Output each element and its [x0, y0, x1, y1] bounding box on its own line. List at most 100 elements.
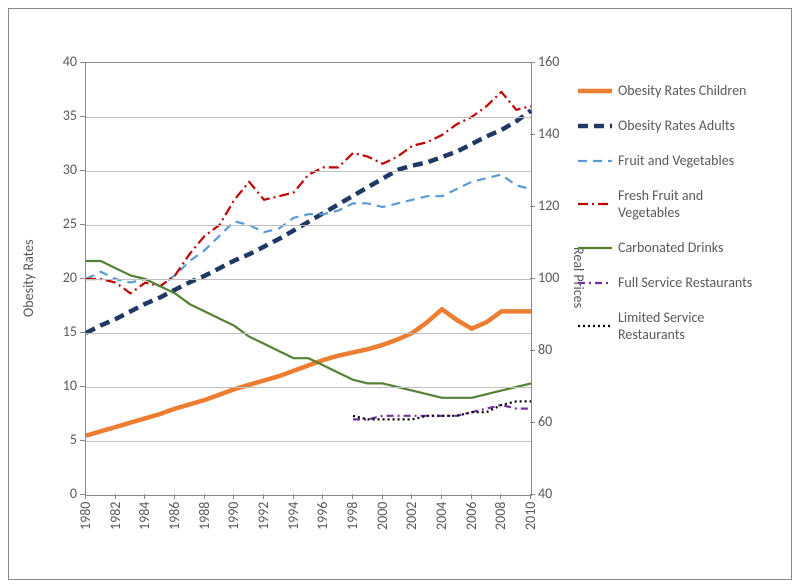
x-tick	[352, 494, 353, 499]
plot-area	[85, 62, 532, 496]
x-tick-label: 1986	[166, 502, 183, 542]
y-left-tick	[80, 116, 85, 117]
y-left-tick-label: 25	[47, 215, 77, 232]
y-left-tick	[80, 440, 85, 441]
x-tick	[471, 494, 472, 499]
gridline	[86, 279, 531, 280]
legend-label: Fruit and Vegetables	[618, 152, 734, 169]
legend-label: Limited Service Restaurants	[618, 309, 768, 343]
x-tick-label: 2000	[374, 502, 391, 542]
y-left-tick	[80, 170, 85, 171]
chart-frame: Obesity Rates Real Prices Obesity Rates …	[0, 0, 800, 588]
legend-item: Fruit and Vegetables	[578, 152, 768, 169]
legend-item: Obesity Rates Children	[578, 82, 768, 99]
y-left-tick-label: 10	[47, 377, 77, 394]
legend-label: Full Service Restaurants	[618, 274, 752, 291]
x-tick-label: 2002	[403, 502, 420, 542]
x-tick-label: 1982	[107, 502, 124, 542]
y-left-tick-label: 30	[47, 161, 77, 178]
gridline	[86, 441, 531, 442]
x-tick	[174, 494, 175, 499]
x-tick	[115, 494, 116, 499]
legend-label: Carbonated Drinks	[618, 239, 724, 256]
legend-swatch	[578, 196, 612, 212]
x-tick	[263, 494, 264, 499]
x-tick	[500, 494, 501, 499]
legend-swatch	[578, 83, 612, 99]
y-left-tick-label: 0	[47, 485, 77, 502]
gridline	[86, 225, 531, 226]
y-right-tick	[530, 350, 535, 351]
legend-swatch	[578, 240, 612, 256]
y-left-tick-label: 35	[47, 107, 77, 124]
x-tick-label: 2008	[492, 502, 509, 542]
gridline	[86, 333, 531, 334]
y-right-tick-label: 60	[538, 413, 552, 430]
series-line	[86, 309, 531, 435]
series-line	[86, 111, 531, 334]
y-left-tick-label: 5	[47, 431, 77, 448]
x-tick-label: 1992	[255, 502, 272, 542]
x-tick-label: 1994	[285, 502, 302, 542]
y-left-tick	[80, 224, 85, 225]
y-left-tick-label: 15	[47, 323, 77, 340]
x-tick-label: 2006	[463, 502, 480, 542]
x-tick	[293, 494, 294, 499]
x-tick-label: 2010	[522, 502, 539, 542]
y-left-tick	[80, 62, 85, 63]
y-left-tick-label: 20	[47, 269, 77, 286]
y-right-tick-label: 140	[538, 125, 559, 142]
y-left-tick	[80, 386, 85, 387]
y-right-tick-label: 120	[538, 197, 559, 214]
x-tick-label: 2004	[433, 502, 450, 542]
y-left-tick	[80, 278, 85, 279]
x-tick	[233, 494, 234, 499]
legend-item: Carbonated Drinks	[578, 239, 768, 256]
legend-swatch	[578, 275, 612, 291]
x-tick	[322, 494, 323, 499]
legend-label: Obesity Rates Children	[618, 82, 746, 99]
y-right-tick-label: 100	[538, 269, 559, 286]
y-axis-left-label: Obesity Rates	[20, 62, 37, 494]
legend-label: Fresh Fruit and Vegetables	[618, 187, 768, 221]
legend-item: Full Service Restaurants	[578, 274, 768, 291]
x-tick-label: 1996	[314, 502, 331, 542]
x-tick-label: 1990	[225, 502, 242, 542]
x-tick-label: 1980	[77, 502, 94, 542]
x-tick	[204, 494, 205, 499]
legend-item: Fresh Fruit and Vegetables	[578, 187, 768, 221]
legend-swatch	[578, 318, 612, 334]
gridline	[86, 171, 531, 172]
legend-label: Obesity Rates Adults	[618, 117, 735, 134]
gridline	[86, 387, 531, 388]
y-right-tick	[530, 134, 535, 135]
gridline	[86, 117, 531, 118]
x-tick-label: 1998	[344, 502, 361, 542]
x-tick	[382, 494, 383, 499]
x-tick	[85, 494, 86, 499]
y-right-tick	[530, 62, 535, 63]
y-right-tick	[530, 422, 535, 423]
y-left-tick	[80, 332, 85, 333]
x-tick	[144, 494, 145, 499]
y-right-tick	[530, 206, 535, 207]
legend-item: Limited Service Restaurants	[578, 309, 768, 343]
legend-swatch	[578, 153, 612, 169]
series-line	[353, 405, 531, 419]
x-tick	[411, 494, 412, 499]
y-right-tick-label: 80	[538, 341, 552, 358]
x-tick	[441, 494, 442, 499]
series-line	[86, 92, 531, 294]
y-right-tick-label: 160	[538, 53, 559, 70]
legend-swatch	[578, 118, 612, 134]
legend-item: Obesity Rates Adults	[578, 117, 768, 134]
series-line	[86, 175, 531, 287]
y-right-tick	[530, 278, 535, 279]
y-right-tick-label: 40	[538, 485, 552, 502]
x-tick-label: 1984	[136, 502, 153, 542]
series-line	[86, 261, 531, 398]
y-left-tick-label: 40	[47, 53, 77, 70]
x-tick-label: 1988	[196, 502, 213, 542]
legend: Obesity Rates Children Obesity Rates Adul…	[578, 82, 768, 361]
x-tick	[530, 494, 531, 499]
